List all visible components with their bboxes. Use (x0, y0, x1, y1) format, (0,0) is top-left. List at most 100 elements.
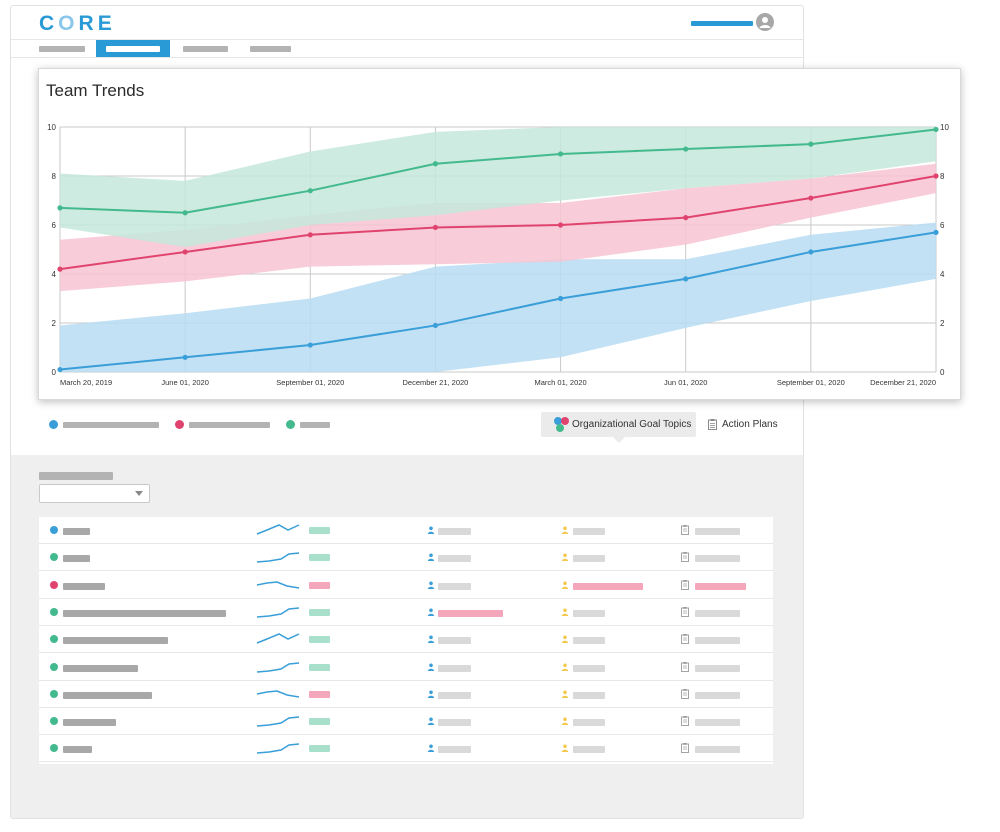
clipboard-icon (681, 634, 689, 645)
data-point (307, 232, 313, 238)
chart-title: Team Trends (46, 81, 145, 100)
metric-cell (438, 691, 471, 699)
data-point (57, 366, 63, 373)
x-tick-label: September 01, 2020 (276, 378, 344, 387)
table-row[interactable] (39, 681, 773, 708)
clipboard-icon (681, 579, 689, 590)
team-name-placeholder (63, 609, 226, 617)
score-badge (309, 527, 330, 534)
clipboard-icon (708, 419, 717, 430)
confidence-band-1 (60, 163, 936, 292)
legend-dot (286, 420, 295, 429)
nav-tab-2-active[interactable] (96, 40, 170, 57)
app-header: CORE (11, 6, 803, 40)
data-point (432, 322, 439, 329)
core-logo[interactable]: CORE (39, 12, 116, 35)
metric-cell (573, 637, 605, 645)
metric-cell (438, 664, 471, 672)
y-tick-label: 0 (52, 368, 57, 377)
data-point (432, 161, 439, 167)
metric-cell (695, 664, 740, 672)
score-badge (309, 581, 330, 589)
y-tick-label-right: 4 (940, 270, 945, 279)
table-row[interactable] (39, 735, 773, 763)
person-icon (561, 717, 569, 726)
goals-label: Organizational Goal Topics (572, 419, 692, 430)
table-row[interactable] (39, 626, 773, 654)
metric-cell (438, 528, 471, 535)
action-plans-button[interactable]: Action Plans (706, 412, 786, 437)
filter-label (39, 472, 113, 480)
y-tick-label: 6 (52, 221, 57, 230)
y-tick-label: 2 (52, 319, 57, 328)
metric-cell (573, 582, 643, 590)
clipboard-icon (681, 743, 689, 754)
person-icon (427, 608, 435, 616)
data-point (808, 195, 814, 201)
sparkline (256, 716, 300, 727)
team-table (39, 517, 773, 764)
metric-cell (573, 746, 605, 754)
status-dot (50, 607, 58, 616)
metric-cell (438, 555, 471, 563)
metric-cell (573, 691, 605, 699)
user-name-placeholder[interactable] (691, 21, 753, 26)
nav-tab-1[interactable] (11, 40, 95, 57)
series-line-1 (59, 175, 937, 271)
data-point (432, 224, 439, 231)
data-point (808, 249, 814, 255)
data-point (307, 188, 313, 194)
nav-tabs (11, 40, 803, 58)
data-point (557, 295, 564, 302)
person-icon (427, 635, 435, 644)
clipboard-icon (681, 688, 689, 699)
score-badge (309, 663, 330, 671)
team-trends-chart-card: Team Trends 0 0 2 2 4 4 6 6 8 8 10 10 March 20, 2019… (38, 68, 961, 400)
data-point (57, 205, 63, 211)
team-name-placeholder (63, 528, 90, 535)
person-icon (427, 690, 435, 698)
clipboard-icon (681, 552, 689, 563)
topics-icon (554, 417, 570, 433)
data-point (683, 276, 689, 282)
team-name-placeholder (63, 637, 168, 645)
team-name-placeholder (63, 691, 152, 699)
organizational-goal-topics-button[interactable]: Organizational Goal Topics (541, 412, 696, 443)
table-row[interactable] (39, 517, 773, 544)
person-icon (427, 744, 435, 753)
confidence-band-2 (60, 127, 936, 248)
person-icon (561, 526, 569, 534)
x-tick-label: June 01, 2020 (161, 378, 209, 387)
table-row[interactable] (39, 544, 773, 572)
y-tick-label: 4 (52, 270, 57, 279)
table-row[interactable] (39, 599, 773, 626)
person-icon (561, 553, 569, 562)
confidence-band-0 (60, 222, 936, 372)
status-dot (50, 635, 58, 644)
metric-cell (438, 637, 471, 645)
data-point (182, 210, 188, 216)
x-tick-label: March 20, 2019 (60, 378, 112, 387)
filter-dropdown[interactable] (39, 484, 150, 503)
team-name-placeholder (63, 555, 90, 563)
table-row[interactable] (39, 572, 773, 599)
status-dot (50, 717, 58, 726)
y-tick-label-right: 0 (940, 368, 945, 377)
sparkline (256, 690, 300, 698)
user-avatar-icon[interactable] (756, 13, 774, 31)
nav-tab-3[interactable] (171, 40, 237, 57)
person-icon (427, 581, 435, 589)
table-row[interactable] (39, 654, 773, 681)
person-icon (561, 635, 569, 644)
team-name-placeholder (63, 719, 116, 727)
metric-cell (438, 609, 503, 617)
status-dot (50, 580, 58, 589)
nav-tab-4[interactable] (238, 40, 298, 57)
metric-cell (695, 637, 740, 645)
x-tick-label: December 21, 2020 (870, 378, 936, 387)
metric-cell (695, 555, 740, 563)
team-name-placeholder (63, 746, 92, 754)
score-badge (309, 745, 330, 753)
clipboard-icon (681, 606, 689, 617)
table-row[interactable] (39, 708, 773, 736)
